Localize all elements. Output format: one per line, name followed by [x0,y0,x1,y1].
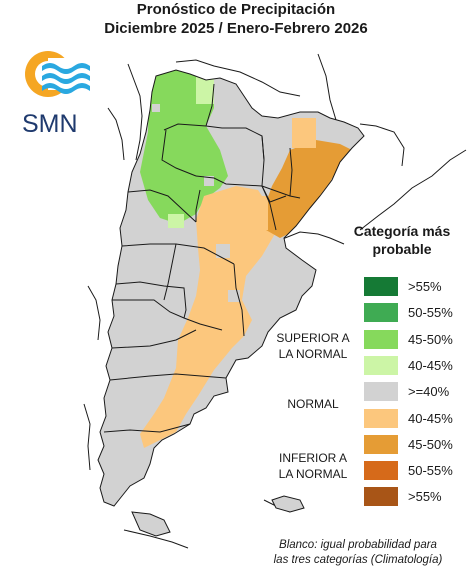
legend-label: >55% [408,279,442,294]
legend-swatch [364,461,398,480]
legend-label: >=40% [408,384,450,399]
legend-label: 40-45% [408,411,453,426]
legend-note: Blanco: igual probabilidad para las tres… [273,539,443,566]
legend-group-normal: NORMAL [287,397,339,411]
region-below-normal-light [140,186,276,448]
map-title-line2: Diciembre 2025 / Enero-Febrero 2026 [104,20,368,37]
legend-swatch [364,330,398,349]
legend-label: 50-55% [408,463,453,478]
legend-label: 50-55% [408,305,453,320]
legend-swatch [364,409,398,428]
legend-swatch [364,435,398,454]
legend-swatch [364,487,398,506]
legend-group-superior: SUPERIOR A LA NORMAL [276,331,350,361]
tierra-del-fuego [131,511,171,537]
province-borders [97,69,365,507]
logo-text: SMN [22,110,78,138]
legend-label: 45-50% [408,437,453,452]
legend-group-inferior: INFERIOR A LA NORMAL [278,451,348,481]
logo-wave-icon [42,63,90,74]
islas-malvinas [271,495,305,513]
legend-swatch [364,277,398,296]
legend-label: >55% [408,489,442,504]
smn-logo [25,51,98,97]
map-title-line1: Pronóstico de Precipitación [136,1,336,18]
legend-swatch [364,356,398,375]
legend-label: 40-45% [408,358,453,373]
legend-label: 45-50% [408,332,453,347]
legend-title: Categoría más probable [353,223,451,257]
legend-swatch [364,303,398,322]
legend-swatch [364,382,398,401]
region-below-normal [264,140,352,238]
